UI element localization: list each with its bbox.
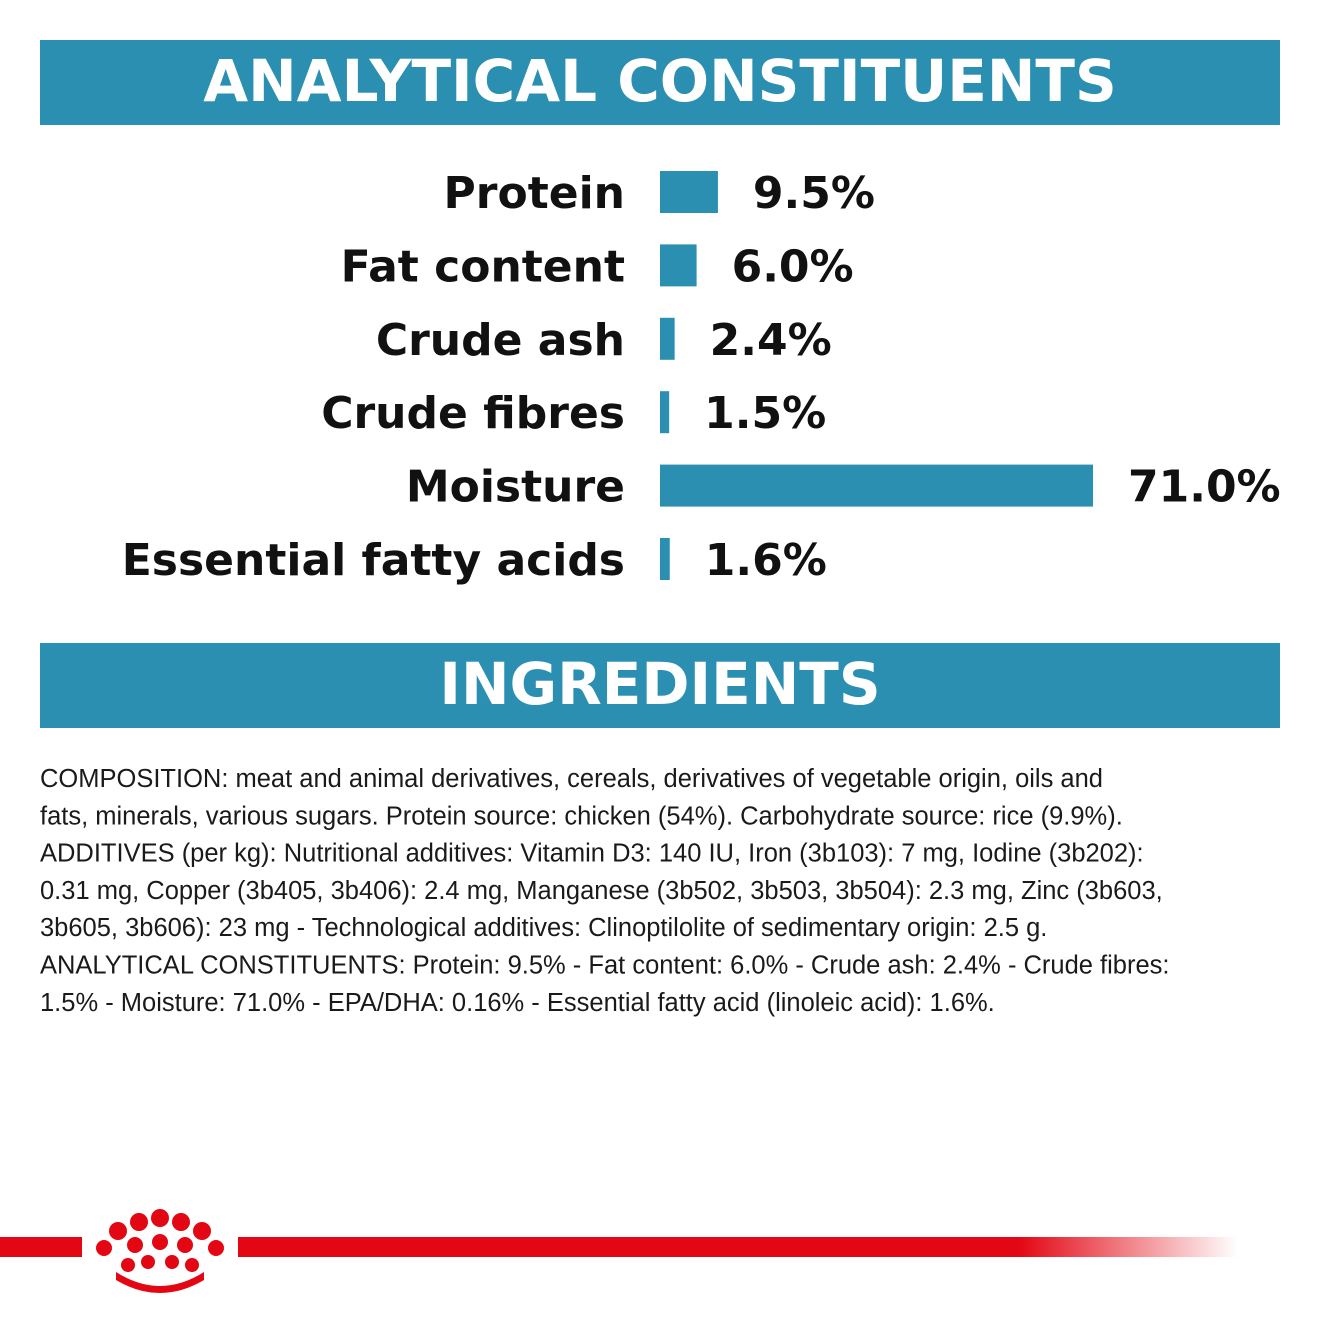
value-label: 6.0% xyxy=(732,241,854,292)
section-title: INGREDIENTS xyxy=(439,650,880,718)
category-label: Fat content xyxy=(341,241,625,292)
category-label: Protein xyxy=(444,168,625,219)
bar xyxy=(660,464,1093,507)
bar xyxy=(660,171,718,213)
ingredients-line: COMPOSITION: meat and animal derivatives… xyxy=(40,765,1103,793)
value-label: 1.5% xyxy=(704,388,826,439)
ingredients-line: 3b605, 3b606): 23 mg - Technological add… xyxy=(40,914,1047,942)
ingredients-text: COMPOSITION: meat and animal derivatives… xyxy=(40,765,1170,1017)
bar xyxy=(660,538,670,580)
category-label: Essential fatty acids xyxy=(122,535,625,586)
bar xyxy=(660,317,675,360)
ingredients-line: 1.5% - Moisture: 71.0% - EPA/DHA: 0.16% … xyxy=(40,989,995,1017)
value-label: 9.5% xyxy=(753,168,875,219)
ingredients-line: ADDITIVES (per kg): Nutritional additive… xyxy=(40,840,1144,868)
category-label: Crude fibres xyxy=(321,388,625,439)
header-band xyxy=(40,40,1280,125)
category-label: Crude ash xyxy=(376,315,625,366)
category-label: Moisture xyxy=(406,462,625,513)
chart-title: ANALYTICAL CONSTITUENTS xyxy=(203,47,1116,115)
bar xyxy=(660,391,670,434)
value-label: 71.0% xyxy=(1128,462,1281,513)
ingredients-line: fats, minerals, various sugars. Protein … xyxy=(40,802,1123,830)
logo xyxy=(0,1209,1238,1293)
value-label: 2.4% xyxy=(710,315,832,366)
ingredients-line: ANALYTICAL CONSTITUENTS: Protein: 9.5% -… xyxy=(40,952,1170,980)
ingredients-line: 0.31 mg, Copper (3b405, 3b406): 2.4 mg, … xyxy=(40,877,1163,905)
value-label: 1.6% xyxy=(705,535,827,586)
header-band xyxy=(40,643,1280,728)
bar xyxy=(660,244,697,287)
